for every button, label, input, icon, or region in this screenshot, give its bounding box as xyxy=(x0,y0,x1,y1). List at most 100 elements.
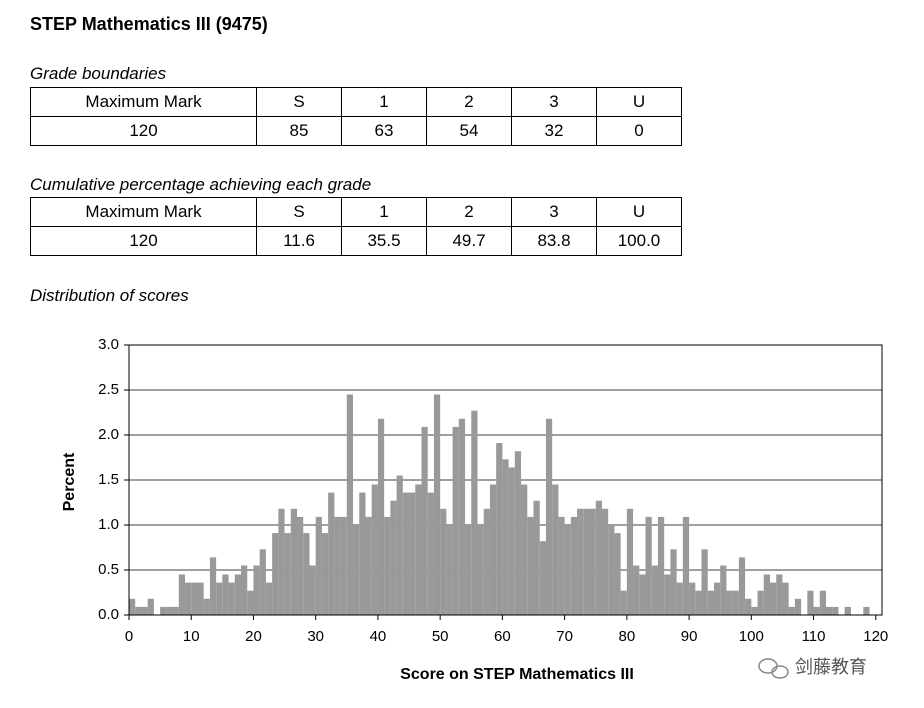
cell: 85 xyxy=(256,116,342,146)
x-tick-label: 110 xyxy=(802,628,826,645)
y-tick-label: 2.0 xyxy=(98,426,119,443)
bar xyxy=(309,565,316,615)
cell: 83.8 xyxy=(511,226,597,256)
bar xyxy=(234,574,242,615)
header-cell: 2 xyxy=(426,87,512,117)
bar xyxy=(340,516,347,615)
bar xyxy=(633,565,640,615)
cell: 35.5 xyxy=(341,226,427,256)
bar xyxy=(297,516,304,615)
bar xyxy=(359,492,366,615)
y-tick-label: 3.0 xyxy=(98,336,119,353)
cell: 120 xyxy=(30,226,257,256)
watermark-icon xyxy=(758,658,789,679)
bar xyxy=(545,418,553,615)
chart-title: Distribution of scores xyxy=(30,286,189,305)
bar xyxy=(670,549,677,615)
table-row: Maximum Mark S 1 2 3 U xyxy=(30,87,682,117)
bar xyxy=(639,574,646,615)
bar xyxy=(272,533,279,615)
x-axis-label: Score on STEP Mathematics III xyxy=(400,666,634,683)
bar xyxy=(751,606,758,615)
bar xyxy=(203,598,210,615)
bar xyxy=(863,606,870,615)
cell: 120 xyxy=(30,116,257,146)
bar xyxy=(265,582,273,615)
bar xyxy=(651,565,658,615)
bar xyxy=(402,492,410,615)
table-caption: Cumulative percentage achieving each gra… xyxy=(30,175,372,194)
watermark: 剑藤教育 xyxy=(795,657,867,677)
bar xyxy=(129,598,136,615)
bar xyxy=(315,516,322,615)
cell: 11.6 xyxy=(256,226,342,256)
bar xyxy=(365,516,372,615)
x-tick-label: 120 xyxy=(863,628,888,645)
header-cell: 3 xyxy=(511,197,597,227)
bar xyxy=(825,606,833,615)
bar xyxy=(290,508,298,615)
bar xyxy=(353,525,360,615)
bar xyxy=(185,582,192,615)
cell: 63 xyxy=(341,116,427,146)
bar xyxy=(769,582,777,615)
bar xyxy=(334,516,341,615)
bar xyxy=(477,525,484,615)
x-tick-label: 40 xyxy=(370,628,387,645)
bar xyxy=(371,484,378,615)
x-tick-label: 0 xyxy=(125,628,133,645)
y-tick-label: 0.0 xyxy=(98,606,119,623)
bar xyxy=(346,394,354,615)
bar xyxy=(844,606,851,615)
bar xyxy=(377,418,385,615)
bar xyxy=(135,606,142,615)
bar xyxy=(589,508,596,615)
bar xyxy=(496,443,503,615)
x-tick-label: 50 xyxy=(432,628,449,645)
bar xyxy=(757,590,764,615)
bar xyxy=(782,582,789,615)
bar xyxy=(514,451,522,615)
bar xyxy=(396,475,403,615)
bar xyxy=(427,492,434,615)
bar xyxy=(502,459,509,615)
x-tick-label: 70 xyxy=(556,628,573,645)
x-tick-label: 60 xyxy=(494,628,511,645)
bar xyxy=(664,574,671,615)
bar xyxy=(620,590,627,615)
bar xyxy=(172,606,179,615)
bar xyxy=(421,426,428,615)
y-tick-label: 1.0 xyxy=(98,516,119,533)
bar xyxy=(458,418,466,615)
bar xyxy=(657,516,665,615)
document-title: STEP Mathematics III (9475) xyxy=(30,14,268,34)
bar xyxy=(390,500,397,615)
x-tick-label: 30 xyxy=(307,628,324,645)
bar xyxy=(533,500,540,615)
bar xyxy=(284,533,291,615)
bar xyxy=(832,606,839,615)
bar xyxy=(247,590,254,615)
bar xyxy=(564,525,571,615)
header-cell: U xyxy=(596,197,682,227)
bar xyxy=(570,516,578,615)
bar xyxy=(689,582,696,615)
bar xyxy=(807,590,814,615)
bar xyxy=(483,508,490,615)
bar xyxy=(776,574,783,615)
bar xyxy=(166,606,173,615)
bar xyxy=(645,516,652,615)
bar xyxy=(701,549,708,615)
bar xyxy=(222,574,229,615)
bar xyxy=(209,557,217,615)
bar xyxy=(732,590,739,615)
bar xyxy=(433,394,441,615)
bar xyxy=(471,410,478,615)
bar xyxy=(440,508,447,615)
bar xyxy=(738,557,746,615)
bar xyxy=(321,533,329,615)
x-tick-label: 10 xyxy=(183,628,200,645)
bar xyxy=(446,525,453,615)
bar xyxy=(303,533,310,615)
bar xyxy=(720,565,727,615)
